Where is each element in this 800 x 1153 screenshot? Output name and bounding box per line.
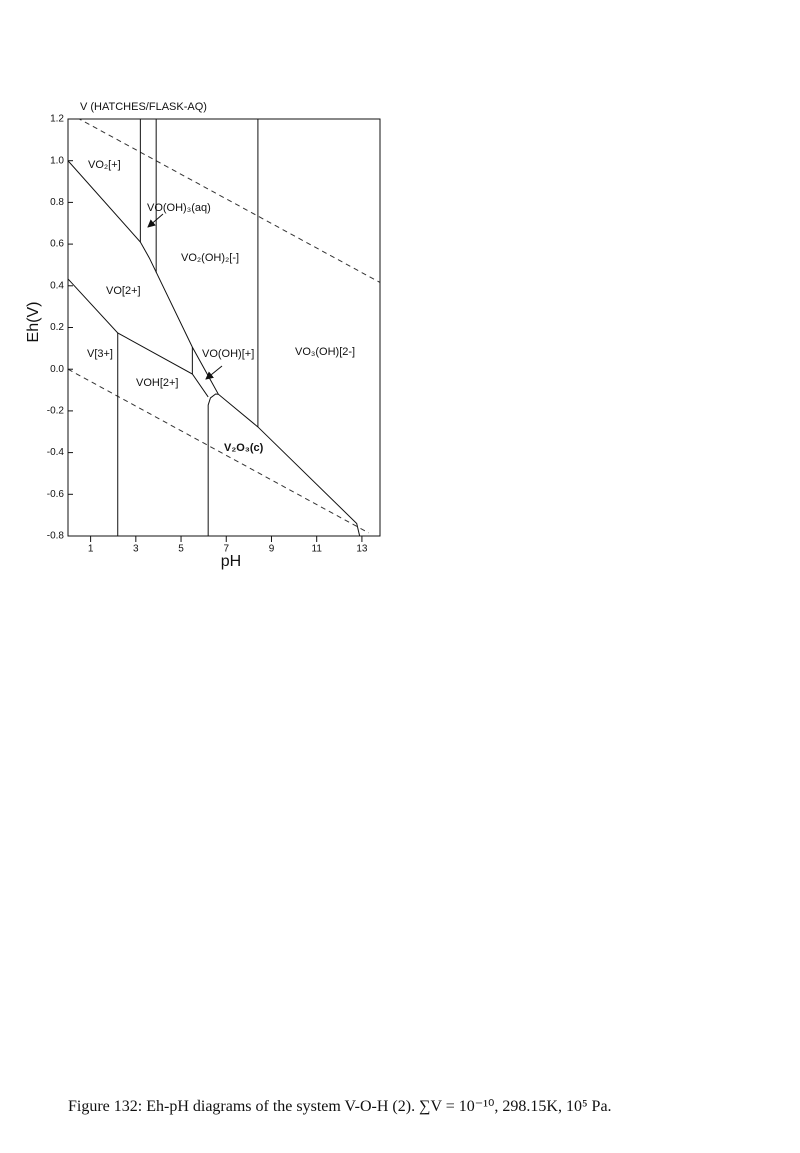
x-tick-label: 7 xyxy=(223,544,229,555)
region-label: VO[2+] xyxy=(106,285,141,297)
chart: V (HATCHES/FLASK-AQ) pH Eh(V) VO₂[+] VO(… xyxy=(25,101,381,570)
region-label: VOH[2+] xyxy=(136,377,179,389)
phase-boundary xyxy=(68,160,361,536)
y-tick-label: -0.6 xyxy=(47,489,65,500)
x-tick-label: 3 xyxy=(133,544,139,555)
y-tick-label: 0.0 xyxy=(50,364,64,375)
y-tick-label: 0.2 xyxy=(50,322,64,333)
x-tick-label: 13 xyxy=(356,544,368,555)
region-label: VO(OH)[+] xyxy=(202,348,254,360)
region-label: VO₂(OH)₂[-] xyxy=(181,252,239,264)
x-tick-label: 1 xyxy=(88,544,94,555)
y-tick-label: -0.8 xyxy=(47,531,65,542)
plot-frame xyxy=(67,118,381,537)
region-label: VO₂[+] xyxy=(88,159,121,171)
y-tick-label: -0.4 xyxy=(47,447,65,458)
phase-boundary xyxy=(207,393,219,536)
annotation-arrow xyxy=(205,365,223,380)
region-label: V₂O₃(c) xyxy=(224,442,264,454)
region-label: V[3+] xyxy=(87,348,113,360)
x-tick-label: 5 xyxy=(178,544,184,555)
region-label: VO(OH)₃(aq) xyxy=(147,202,211,214)
plot-lines xyxy=(68,119,380,536)
x-tick-label: 9 xyxy=(269,544,275,555)
water-stability-line xyxy=(78,119,380,283)
y-tick-label: -0.2 xyxy=(47,406,65,417)
annotation-arrow xyxy=(147,213,164,228)
x-axis-label: pH xyxy=(221,553,241,570)
figure-caption: Figure 132: Eh-pH diagrams of the system… xyxy=(68,1098,612,1115)
y-axis-label: Eh(V) xyxy=(25,302,42,343)
y-tick-label: 0.4 xyxy=(50,280,64,291)
y-tick-label: 0.6 xyxy=(50,239,64,250)
x-tick-label: 11 xyxy=(312,544,323,555)
y-tick-label: 1.0 xyxy=(50,155,64,166)
chart-title: V (HATCHES/FLASK-AQ) xyxy=(80,101,207,113)
phase-boundary xyxy=(68,278,209,398)
y-tick-label: 0.8 xyxy=(50,197,64,208)
region-label: VO₃(OH)[2-] xyxy=(295,346,355,358)
y-tick-label: 1.2 xyxy=(50,114,64,125)
